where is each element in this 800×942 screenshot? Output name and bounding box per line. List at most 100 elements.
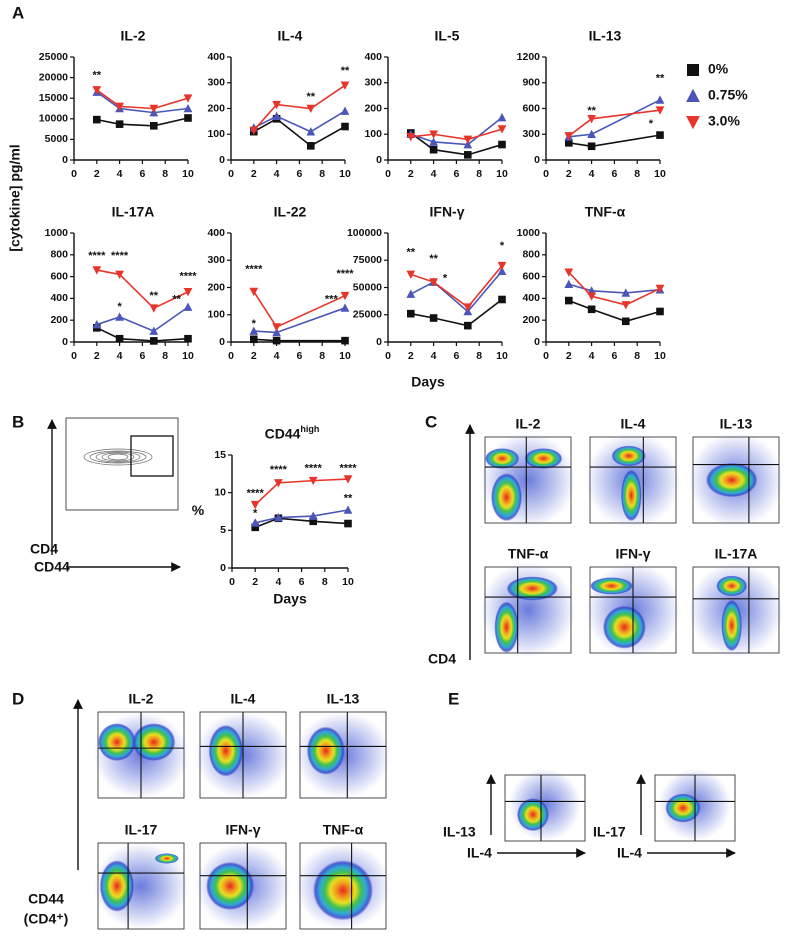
x-tick-label: 8 xyxy=(476,168,482,180)
y-tick-label: 300 xyxy=(207,77,225,89)
flow-density xyxy=(506,576,559,601)
data-point xyxy=(250,335,258,344)
flow-density xyxy=(611,445,646,467)
x-tick-label: 10 xyxy=(182,168,194,180)
data-point xyxy=(251,523,259,532)
data-point xyxy=(274,479,283,488)
contour xyxy=(101,452,135,462)
y-tick-label: 0 xyxy=(376,336,382,348)
series-line xyxy=(255,509,349,524)
data-point xyxy=(272,100,281,110)
data-point xyxy=(343,505,353,514)
y-tick-label: 600 xyxy=(50,270,68,282)
significance: ** xyxy=(344,493,353,505)
y-tick-label: 75000 xyxy=(353,254,382,266)
y-tick-label: 100 xyxy=(364,128,382,140)
y-tick-label: 25000 xyxy=(353,309,382,321)
x-tick-label: 6 xyxy=(296,350,302,362)
data-point xyxy=(429,278,438,287)
data-point xyxy=(272,336,281,345)
data-point xyxy=(307,142,315,150)
significance: **** xyxy=(111,250,129,262)
x-tick-label: 0 xyxy=(385,350,391,362)
significance: ** xyxy=(656,72,665,84)
y-tick-label: 600 xyxy=(522,270,540,282)
y-tick-label: 0 xyxy=(62,336,68,348)
y-tick-label: 600 xyxy=(522,102,540,114)
chart-title: IL-17A xyxy=(112,204,155,220)
contour xyxy=(95,451,141,463)
flow-y-label: IL-17 xyxy=(593,824,626,840)
flow-density xyxy=(208,724,243,777)
flow-density xyxy=(590,577,633,595)
flow-density xyxy=(716,575,748,597)
significance: **** xyxy=(339,462,357,474)
x-tick-label: 8 xyxy=(476,350,482,362)
flow-y-label: CD44 xyxy=(28,891,64,907)
data-point xyxy=(115,120,124,128)
y-tick-label: 800 xyxy=(522,249,540,261)
x-tick-label: 4 xyxy=(274,168,280,180)
x-tick-label: 0 xyxy=(71,168,77,180)
data-point xyxy=(655,106,665,115)
data-point xyxy=(622,317,630,326)
significance: ** xyxy=(307,91,316,103)
y-tick-label: 300 xyxy=(522,128,540,140)
panel-label: A xyxy=(12,3,24,22)
x-tick-label: 8 xyxy=(634,350,640,362)
flow-title: IFN-γ xyxy=(226,822,261,838)
y-tick-label: 0 xyxy=(219,154,225,166)
significance: ** xyxy=(172,293,181,305)
data-point xyxy=(115,312,124,321)
x-tick-label: 8 xyxy=(322,576,328,588)
significance: ** xyxy=(407,247,416,259)
y-tick-label: 200 xyxy=(207,281,225,293)
panel-label: E xyxy=(448,689,459,708)
flow-y-label: CD4 xyxy=(30,541,58,557)
x-tick-label: 4 xyxy=(589,350,595,362)
data-point xyxy=(498,140,506,149)
significance: **** xyxy=(305,462,323,474)
flow-density xyxy=(517,798,549,832)
flow-density xyxy=(494,601,519,653)
y-tick-label: 400 xyxy=(50,292,68,304)
y-tick-label: 200 xyxy=(522,314,540,326)
x-tick-label: 0 xyxy=(228,350,234,362)
x-tick-label: 10 xyxy=(342,576,354,588)
data-point xyxy=(655,284,665,294)
data-point xyxy=(340,303,350,312)
x-tick-label: 8 xyxy=(634,168,640,180)
y-tick-label: 100000 xyxy=(347,227,382,239)
axis xyxy=(230,233,345,343)
y-tick-label: 200 xyxy=(50,314,68,326)
flow-title: IFN-γ xyxy=(616,546,651,562)
data-point xyxy=(272,327,281,337)
significance: * xyxy=(649,118,654,130)
data-point xyxy=(150,122,158,130)
contour xyxy=(89,450,147,464)
data-point xyxy=(249,326,259,335)
data-point xyxy=(587,305,596,314)
x-tick-label: 2 xyxy=(566,350,572,362)
data-point xyxy=(564,132,574,141)
data-point xyxy=(656,131,664,139)
data-point xyxy=(344,519,352,528)
data-point xyxy=(587,129,596,139)
data-point xyxy=(621,288,631,297)
series-line xyxy=(410,270,503,313)
significance: **** xyxy=(179,271,197,283)
data-point xyxy=(406,270,416,279)
series-line xyxy=(96,306,189,333)
data-point xyxy=(429,314,438,322)
data-point xyxy=(587,115,596,124)
y-tick-label: 200 xyxy=(364,102,382,114)
panel-label: D xyxy=(12,689,24,708)
data-point xyxy=(565,139,573,147)
series-line xyxy=(254,478,349,506)
y-tick-label: 1200 xyxy=(517,51,541,63)
chart-title: IL-13 xyxy=(589,28,622,44)
data-point xyxy=(92,86,102,95)
flow-title: IL-2 xyxy=(516,416,541,432)
y-tick-label: 0 xyxy=(219,336,225,348)
